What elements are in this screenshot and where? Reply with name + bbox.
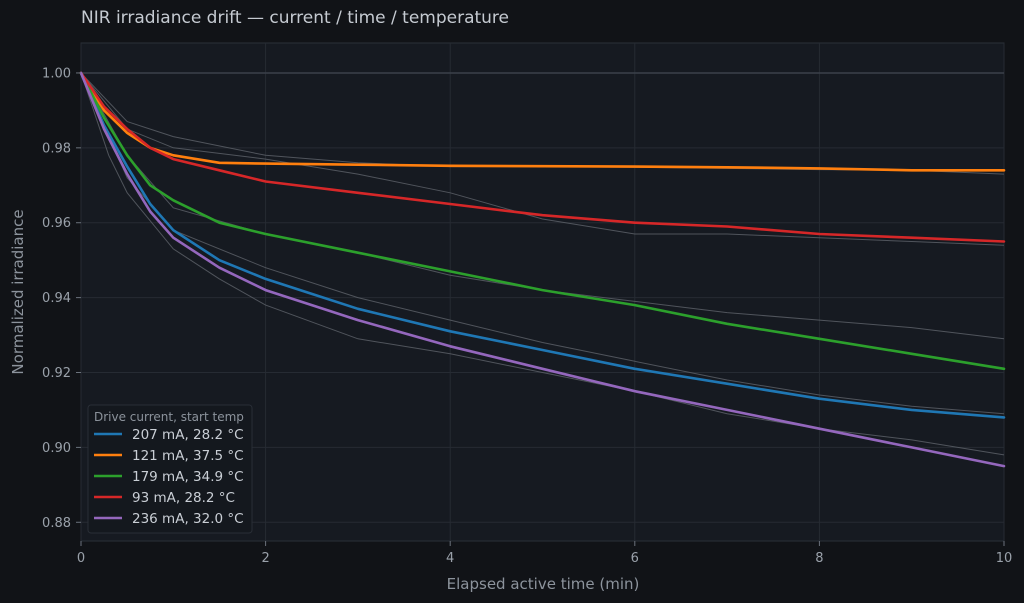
- series-lines: [79, 71, 1006, 468]
- x-axis-label: Elapsed active time (min): [447, 575, 640, 593]
- legend-entry-label: 121 mA, 37.5 °C: [132, 448, 244, 464]
- x-tick-label: 6: [631, 551, 639, 566]
- legend-box: [87, 404, 253, 534]
- legend-entry-label: 207 mA, 28.2 °C: [132, 427, 244, 443]
- y-tick-label: 0.96: [42, 216, 71, 231]
- background-trace: [80, 72, 1005, 246]
- y-axis-label: Normalized irradiance: [9, 209, 27, 374]
- series-line: [79, 71, 1006, 468]
- legend-entry-label: 93 mA, 28.2 °C: [132, 490, 235, 506]
- y-tick-label: 0.92: [42, 366, 71, 381]
- x-axis-ticks: 0 2 4 6 8 10: [77, 541, 1012, 566]
- legend-title: Drive current, start temp: [94, 410, 244, 424]
- series-line: [79, 71, 1006, 371]
- y-tick-label: 0.94: [42, 291, 71, 306]
- series-line: [79, 71, 1006, 419]
- x-tick-label: 8: [815, 551, 823, 566]
- chart-title: NIR irradiance drift — current / time / …: [81, 8, 509, 28]
- y-tick-label: 0.88: [42, 516, 71, 531]
- y-tick-label: 0.98: [42, 141, 71, 156]
- x-tick-label: 2: [261, 551, 269, 566]
- legend: Drive current, start temp 207 mA, 28.2 °C…: [87, 404, 253, 534]
- legend-entry-label: 236 mA, 32.0 °C: [132, 511, 244, 527]
- series-line: [79, 71, 1006, 172]
- y-tick-label: 1.00: [42, 66, 71, 81]
- x-tick-label: 0: [77, 551, 85, 566]
- y-axis-ticks: 0.88 0.90 0.92 0.94 0.96 0.98 1.00: [42, 66, 81, 531]
- series-line: [79, 71, 1006, 243]
- x-tick-label: 10: [996, 551, 1013, 566]
- background-trace: [80, 72, 1005, 340]
- x-tick-label: 4: [446, 551, 454, 566]
- legend-entry-label: 179 mA, 34.9 °C: [132, 469, 244, 485]
- y-tick-label: 0.90: [42, 441, 71, 456]
